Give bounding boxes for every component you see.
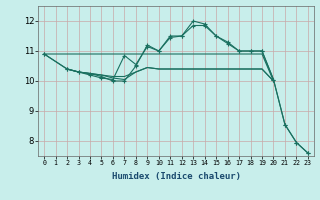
X-axis label: Humidex (Indice chaleur): Humidex (Indice chaleur) xyxy=(111,172,241,181)
